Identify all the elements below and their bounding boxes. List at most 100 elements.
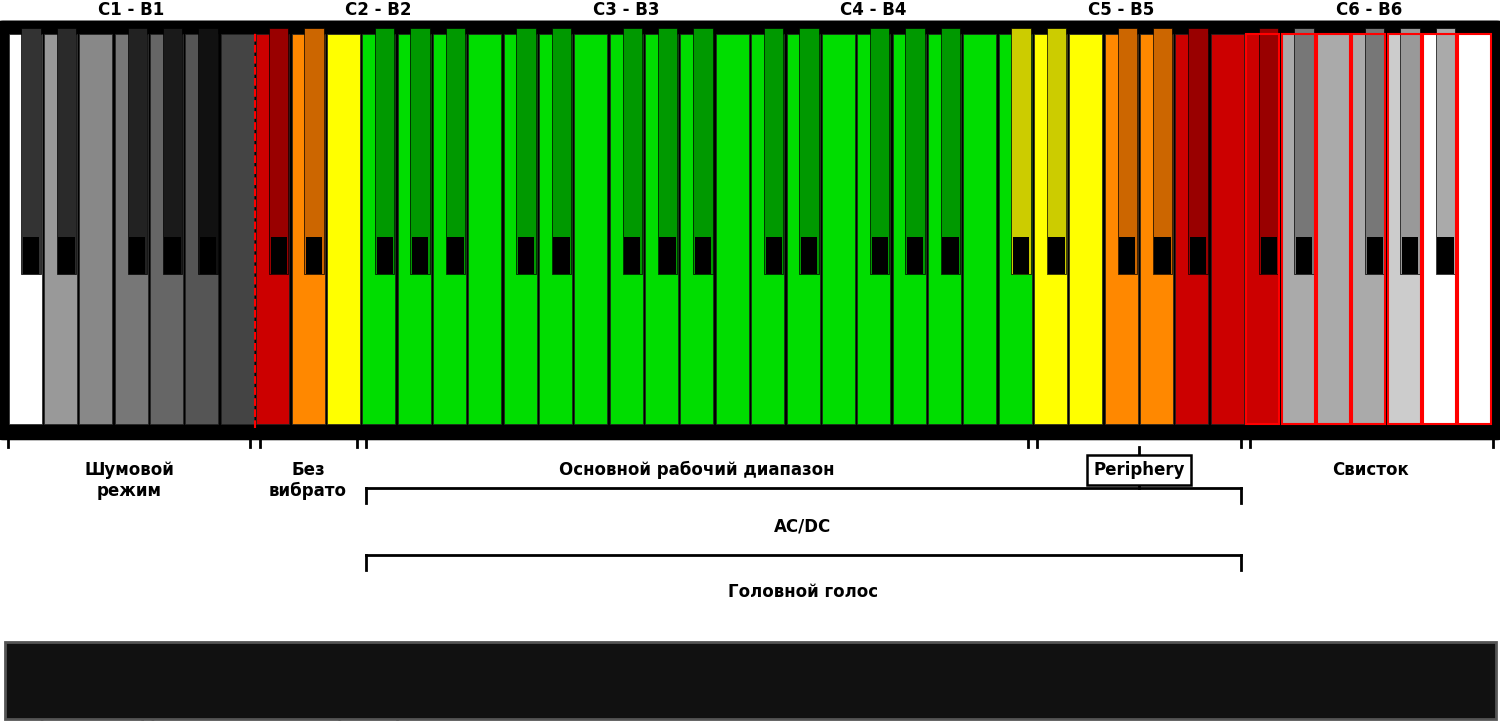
Text: Основной рабочий диапазон: Основной рабочий диапазон	[560, 461, 834, 479]
Bar	[1140, 34, 1173, 424]
Bar	[327, 34, 360, 424]
Bar	[942, 237, 958, 273]
Bar	[468, 34, 501, 424]
Bar	[1365, 28, 1384, 273]
Bar	[57, 28, 76, 273]
Bar	[198, 28, 217, 273]
Bar	[1154, 28, 1173, 273]
Bar	[186, 34, 219, 424]
Bar	[518, 237, 534, 273]
Text: Жёлтый: кульминационные ноты, использовать сдержанно/с подготовкой: Жёлтый: кульминационные ноты, использова…	[18, 666, 680, 682]
Bar	[871, 237, 888, 273]
Text: C5 - B5: C5 - B5	[1088, 1, 1155, 19]
Bar	[645, 34, 678, 424]
Bar	[1388, 34, 1420, 424]
Bar	[764, 28, 783, 273]
Bar	[165, 237, 182, 273]
Bar	[22, 237, 39, 273]
Bar	[200, 237, 216, 273]
Bar	[1458, 34, 1491, 424]
Bar	[1366, 237, 1383, 273]
Bar	[150, 34, 183, 424]
Bar	[447, 237, 464, 273]
Bar	[624, 237, 640, 273]
FancyBboxPatch shape	[4, 642, 1496, 719]
Bar	[1296, 237, 1312, 273]
Text: Головной голос: Головной голос	[728, 583, 878, 601]
Bar	[1155, 237, 1172, 273]
Bar	[270, 237, 286, 273]
Bar	[940, 28, 960, 273]
Text: AC/DC: AC/DC	[774, 518, 831, 536]
Bar	[1281, 34, 1314, 424]
Bar	[411, 28, 430, 273]
Text: C4 - B4: C4 - B4	[840, 1, 908, 19]
Bar	[291, 34, 324, 424]
Bar	[164, 28, 183, 273]
Bar	[1188, 28, 1208, 273]
Bar	[681, 34, 714, 424]
Bar	[304, 28, 324, 273]
Text: Без
вибрато: Без вибрато	[268, 461, 346, 500]
Bar	[44, 34, 76, 424]
Bar	[906, 28, 926, 273]
Bar	[693, 28, 712, 273]
Bar	[610, 34, 642, 424]
Bar	[306, 237, 322, 273]
Bar	[1246, 34, 1280, 424]
Text: C6 - B6: C6 - B6	[1335, 1, 1402, 19]
Bar	[80, 34, 112, 424]
Bar	[413, 237, 429, 273]
Bar	[858, 34, 889, 424]
Bar	[870, 28, 889, 273]
Bar	[716, 34, 748, 424]
Bar	[554, 237, 570, 273]
Bar	[1106, 34, 1137, 424]
Bar	[9, 34, 42, 424]
Bar	[999, 34, 1032, 424]
Bar	[129, 237, 146, 273]
Bar	[256, 34, 290, 424]
Bar	[398, 34, 430, 424]
Bar	[1047, 28, 1066, 273]
Bar	[1401, 28, 1420, 273]
Bar	[433, 34, 466, 424]
Bar	[574, 34, 608, 424]
Bar	[1458, 34, 1491, 424]
Text: C2 - B2: C2 - B2	[345, 1, 412, 19]
Text: Серый: ноты фраевого/свисткового регистров: Серый: ноты фраевого/свисткового регистр…	[18, 706, 426, 722]
Bar	[1402, 237, 1419, 273]
Bar	[1011, 28, 1031, 273]
Bar	[1353, 34, 1384, 424]
Bar	[1013, 237, 1029, 273]
FancyBboxPatch shape	[0, 22, 1500, 438]
Text: Зелёный: надёжный (туровый) диапазон, используемый в наших песнях: Зелёный: надёжный (туровый) диапазон, ис…	[18, 646, 664, 662]
Bar	[1260, 237, 1276, 273]
Text: Шумовой
режим: Шумовой режим	[84, 461, 174, 500]
Bar	[1210, 34, 1243, 424]
Bar	[1317, 34, 1350, 424]
Bar	[1424, 34, 1456, 424]
Bar	[58, 237, 75, 273]
Bar	[1317, 34, 1350, 424]
Bar	[1034, 34, 1066, 424]
Bar	[552, 28, 572, 273]
Bar	[516, 28, 536, 273]
Bar	[376, 237, 393, 273]
Bar	[800, 28, 819, 273]
Bar	[963, 34, 996, 424]
Bar	[765, 237, 782, 273]
Bar	[1119, 237, 1136, 273]
Bar	[1436, 28, 1455, 273]
Bar	[622, 28, 642, 273]
Bar	[1246, 34, 1280, 424]
Text: Свисток: Свисток	[1332, 461, 1410, 479]
Bar	[220, 34, 254, 424]
Bar	[446, 28, 465, 273]
Bar	[538, 34, 572, 424]
Bar	[1437, 237, 1454, 273]
Bar	[1258, 28, 1278, 273]
Bar	[363, 34, 394, 424]
Bar	[658, 28, 678, 273]
Bar	[504, 34, 537, 424]
